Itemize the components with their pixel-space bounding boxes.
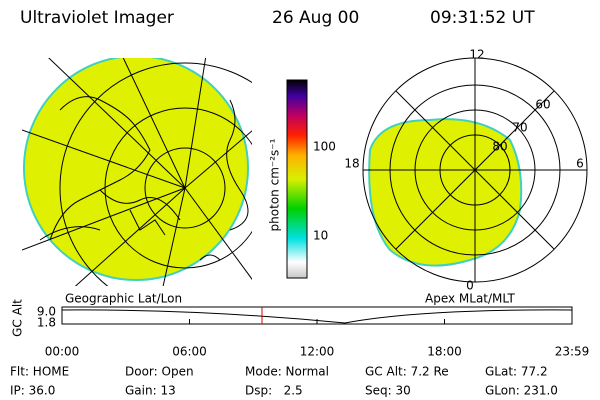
x-tick-label: 12:00 <box>300 345 335 359</box>
date: 26 Aug 00 <box>272 8 359 28</box>
geo-map <box>22 58 252 286</box>
status-field: Gain: 13 <box>125 384 176 398</box>
colorbar-tick: 10 <box>313 229 328 243</box>
status-field: Dsp: 2.5 <box>245 384 303 398</box>
x-tick-label: 23:59 <box>555 345 590 359</box>
polar-map <box>362 57 588 283</box>
alt-tick: 1.8 <box>37 316 56 330</box>
time: 09:31:52 UT <box>430 8 535 28</box>
instrument: Ultraviolet Imager <box>20 8 174 28</box>
status-field: GLat: 77.2 <box>485 365 548 379</box>
mlt-label: 12 <box>469 48 484 62</box>
lat-label: 60 <box>535 98 550 112</box>
alt-tick: 9.0 <box>37 305 56 319</box>
x-tick-label: 06:00 <box>172 345 207 359</box>
colorbar-label: photon cm⁻²s⁻¹ <box>268 138 282 231</box>
colorbar <box>286 79 308 279</box>
x-tick-label: 00:00 <box>45 345 80 359</box>
map-caption: Apex MLat/MLT <box>425 292 515 306</box>
status-field: Flt: HOME <box>10 365 69 379</box>
status-field: GLon: 231.0 <box>485 384 558 398</box>
lat-label: 80 <box>492 140 507 154</box>
mlt-label: 0 <box>466 279 474 293</box>
mlt-label: 18 <box>344 157 359 171</box>
alt-label: GC Alt <box>11 299 25 337</box>
status-field: GC Alt: 7.2 Re <box>365 365 449 379</box>
map-caption: Geographic Lat/Lon <box>65 292 182 306</box>
status-field: Door: Open <box>125 365 194 379</box>
mlt-label: 6 <box>576 157 584 171</box>
altitude-curve <box>61 309 573 324</box>
status-field: Mode: Normal <box>245 365 329 379</box>
x-tick-label: 18:00 <box>427 345 462 359</box>
lat-label: 70 <box>512 121 527 135</box>
status-field: IP: 36.0 <box>10 384 55 398</box>
colorbar-tick: 100 <box>313 140 336 154</box>
status-field: Seq: 30 <box>365 384 411 398</box>
